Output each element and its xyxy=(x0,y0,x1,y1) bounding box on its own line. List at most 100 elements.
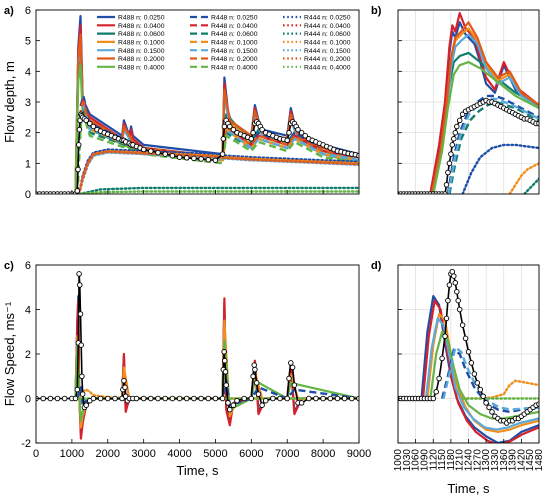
series-line-r444-dotted xyxy=(461,379,539,400)
observed-point xyxy=(462,335,469,342)
observed-point xyxy=(162,151,168,157)
legend-label: R488 n: 0.0250 xyxy=(118,15,165,22)
x-tick-label: 1120 xyxy=(428,449,439,471)
observed-point xyxy=(234,397,240,404)
observed-point xyxy=(148,395,154,402)
series-line-r444-dotted xyxy=(77,148,359,194)
y-tick-label: 5 xyxy=(25,36,31,48)
observed-point xyxy=(349,395,355,402)
observed-point xyxy=(74,386,81,393)
observed-point xyxy=(536,401,539,407)
series-line-r488-solid xyxy=(74,297,359,440)
observed-point xyxy=(313,395,319,402)
observed-point xyxy=(169,152,176,159)
observed-point xyxy=(451,273,457,279)
observed-point xyxy=(74,188,81,194)
observed-point xyxy=(295,126,301,133)
x-tick-label: 1150 xyxy=(437,449,448,471)
panel-d: 1000 1060 1120 1180 1240 1300 1360 1420 1480 1030… xyxy=(371,260,545,496)
series-line-r448-dashed xyxy=(76,379,359,407)
x-tick-label: 5000 xyxy=(203,448,227,460)
legend-label: R488 n: 0.1000 xyxy=(118,40,165,47)
observed-point xyxy=(248,395,255,402)
legend-label: R448 n: 0.4000 xyxy=(211,64,258,71)
observed-point xyxy=(79,373,85,380)
observed-point xyxy=(474,380,481,386)
observed-point xyxy=(97,395,104,402)
observed-point xyxy=(306,395,312,402)
observed-point xyxy=(76,126,83,133)
legend-label: R448 n: 0.0600 xyxy=(211,31,258,38)
observed-point xyxy=(220,136,227,142)
observed-point xyxy=(320,395,326,402)
observed-point xyxy=(241,395,247,402)
observed-point xyxy=(477,386,484,393)
observed-point xyxy=(436,375,442,382)
observed-point xyxy=(183,155,190,161)
observed-point xyxy=(253,380,260,386)
legend-label: R444 n: 0.0600 xyxy=(304,31,351,38)
panel-letter: a) xyxy=(4,5,14,17)
observed-point xyxy=(443,182,450,188)
observed-point xyxy=(459,322,466,328)
x-tick-label: 1000 xyxy=(60,448,84,460)
y-tick-label: 2 xyxy=(25,349,31,361)
observed-point xyxy=(252,366,258,373)
y-tick-label: 6 xyxy=(25,5,31,17)
observed-point xyxy=(183,395,190,402)
observed-point xyxy=(445,297,451,304)
series-line-r488-solid xyxy=(432,60,539,194)
observed-point xyxy=(356,152,359,159)
x-tick-label: 1240 xyxy=(464,449,475,472)
observed-point xyxy=(205,395,212,402)
series-line-r488-solid xyxy=(426,312,539,433)
observed-point xyxy=(284,395,290,402)
series-line-r488-solid xyxy=(430,21,539,194)
legend-label: R488 n: 0.4000 xyxy=(118,64,165,71)
observed-point xyxy=(452,280,459,286)
observed-point xyxy=(298,400,305,406)
legend-label: R448 n: 0.0400 xyxy=(211,23,258,30)
observed-point xyxy=(222,369,229,375)
panel-b: b) xyxy=(371,5,540,195)
observed-point xyxy=(454,123,460,130)
observed-point xyxy=(225,400,231,406)
observed-point xyxy=(75,166,81,173)
observed-point xyxy=(286,129,292,136)
legend-label: R488 n: 0.1500 xyxy=(118,48,165,55)
observed-point xyxy=(191,395,197,402)
observed-point xyxy=(489,409,495,415)
observed-point xyxy=(449,268,456,275)
observed-point xyxy=(105,395,111,402)
observed-point xyxy=(259,402,265,408)
panel-letter: c) xyxy=(4,260,14,272)
x-tick-label: 1270 xyxy=(472,449,483,472)
observed-point xyxy=(446,160,453,167)
observed-point xyxy=(54,395,61,402)
y-tick-label: 0 xyxy=(25,189,31,201)
y-tick-label: 3 xyxy=(25,97,31,109)
observed-point xyxy=(471,371,478,377)
observed-point xyxy=(227,123,233,130)
observed-line xyxy=(36,273,359,412)
observed-point xyxy=(112,395,118,402)
x-tick-label: 7000 xyxy=(275,448,299,460)
legend-label: R448 n: 0.1500 xyxy=(211,48,258,55)
series-line-r444-dotted xyxy=(508,162,539,194)
series-line-r448-dashed xyxy=(440,348,539,414)
legend-label: R444 n: 0.0400 xyxy=(304,23,351,30)
legend-label: R444 n: 0.1500 xyxy=(304,48,351,55)
x-tick-label: 1030 xyxy=(402,449,413,472)
y-axis-label: Flow Speed, ms⁻¹ xyxy=(2,301,17,406)
observed-point xyxy=(454,288,460,295)
y-tick-label: 4 xyxy=(25,66,31,78)
observed-point xyxy=(90,123,97,130)
observed-point xyxy=(221,349,227,355)
observed-point xyxy=(433,389,439,395)
observed-point xyxy=(451,136,457,142)
series-line-r444-dotted xyxy=(77,186,359,194)
observed-point xyxy=(250,373,256,380)
observed-point xyxy=(133,395,140,402)
observed-point xyxy=(162,395,168,402)
